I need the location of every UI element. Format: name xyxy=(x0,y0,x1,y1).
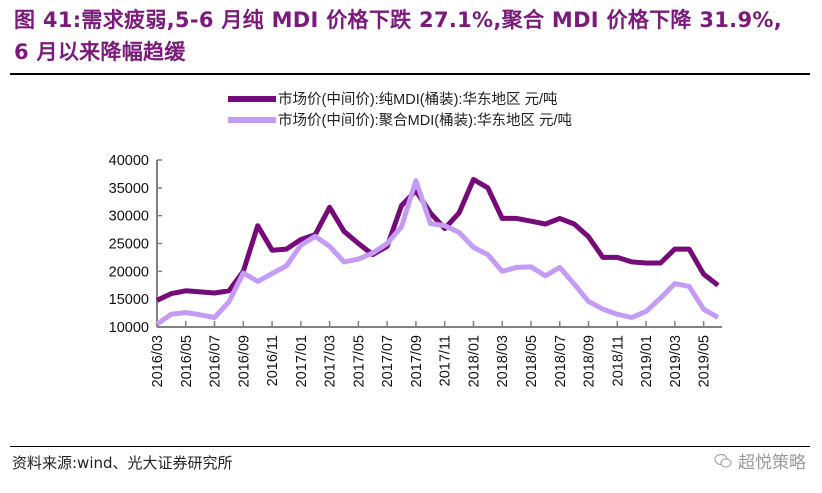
legend-item-pure: 市场价(中间价):纯MDI(桶装):华东地区 元/吨 xyxy=(228,88,572,109)
x-tick-label: 2017/03 xyxy=(323,335,339,387)
watermark-text: 超悦策略 xyxy=(738,453,806,473)
x-tick-label: 2016/03 xyxy=(150,335,166,387)
y-tick-label: 25000 xyxy=(109,237,149,253)
x-tick-label: 2018/05 xyxy=(524,335,540,387)
x-tick-label: 2017/11 xyxy=(438,335,454,386)
y-tick-label: 40000 xyxy=(109,153,149,169)
y-tick-label: 10000 xyxy=(109,320,149,336)
legend-item-polymeric: 市场价(中间价):聚合MDI(桶装):华东地区 元/吨 xyxy=(228,109,572,130)
series-line-polymeric xyxy=(155,178,720,327)
legend-swatch-pure xyxy=(228,95,276,102)
series-line-pure xyxy=(155,177,720,303)
figure-title-line1: 图 41:需求疲弱,5-6 月纯 MDI 价格下跌 27.1%,聚合 MDI 价… xyxy=(14,8,782,32)
x-tick-label: 2018/01 xyxy=(466,335,482,387)
legend-swatch-polymeric xyxy=(228,116,276,123)
x-tick-label: 2017/09 xyxy=(409,335,425,387)
x-axis-ticks: 2016/03 2016/05 2016/07 2016/09 2016/11 2017/… xyxy=(150,321,713,387)
title-divider xyxy=(10,73,810,75)
y-axis-ticks: 10000 15000 20000 25000 30000 35000 40000 xyxy=(109,153,162,336)
x-tick-label: 2018/09 xyxy=(582,335,598,387)
chart-axes xyxy=(156,160,722,328)
x-tick-label: 2019/05 xyxy=(697,335,713,387)
legend-label-polymeric: 市场价(中间价):聚合MDI(桶装):华东地区 元/吨 xyxy=(278,113,573,129)
figure-title-line2: 6 月以来降幅趋缓 xyxy=(14,40,186,64)
x-tick-label: 2016/09 xyxy=(236,335,252,387)
x-tick-label: 2017/07 xyxy=(380,335,396,387)
y-tick-label: 20000 xyxy=(109,264,149,280)
x-tick-label: 2016/05 xyxy=(179,335,195,387)
legend-label-pure: 市场价(中间价):纯MDI(桶装):华东地区 元/吨 xyxy=(278,92,558,108)
x-tick-label: 2016/07 xyxy=(208,335,224,387)
source-note: 资料来源:wind、光大证券研究所 xyxy=(12,454,233,472)
source-divider xyxy=(10,446,810,447)
x-tick-label: 2019/01 xyxy=(639,335,655,387)
x-tick-label: 2018/07 xyxy=(553,335,569,387)
y-tick-label: 35000 xyxy=(109,181,149,197)
x-tick-label: 2019/03 xyxy=(668,335,684,387)
x-tick-label: 2018/03 xyxy=(495,335,511,387)
y-tick-label: 15000 xyxy=(109,292,149,308)
watermark: 超悦策略 xyxy=(714,448,806,473)
x-tick-label: 2017/05 xyxy=(351,335,367,387)
chart-series xyxy=(155,177,720,327)
wechat-icon xyxy=(714,453,732,468)
x-tick-label: 2016/11 xyxy=(265,335,281,386)
y-tick-label: 30000 xyxy=(109,209,149,225)
chart-legend: 市场价(中间价):纯MDI(桶装):华东地区 元/吨 市场价(中间价):聚合MD… xyxy=(228,88,572,130)
x-tick-label: 2018/11 xyxy=(610,335,626,386)
x-tick-label: 2017/01 xyxy=(294,335,310,387)
